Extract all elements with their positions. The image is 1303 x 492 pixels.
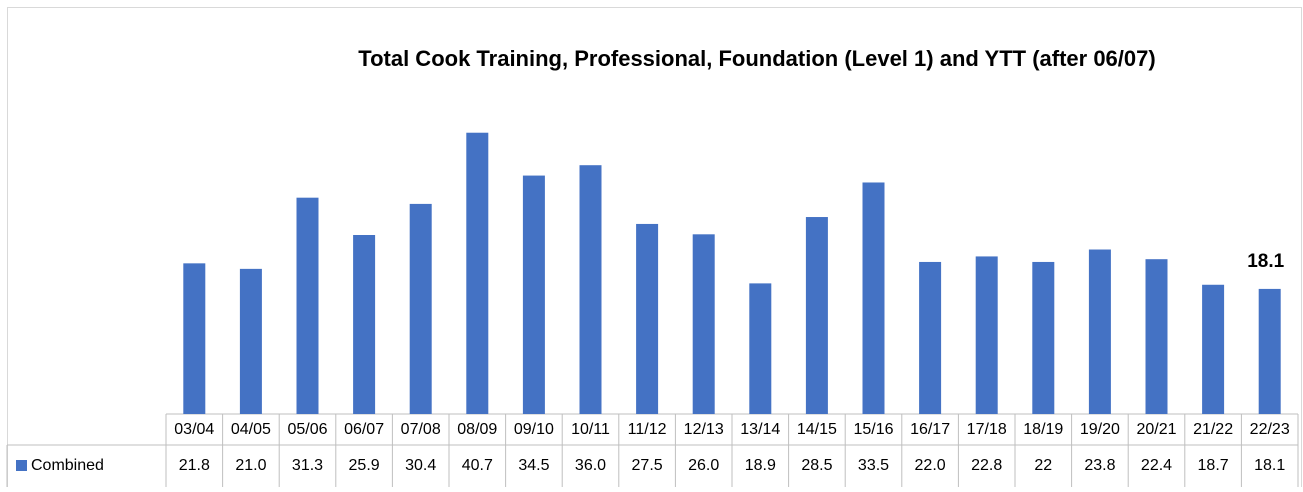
table-value: 28.5: [801, 457, 832, 474]
bar: [975, 256, 998, 414]
bar: [1258, 288, 1281, 414]
x-tick-label: 22/23: [1250, 421, 1290, 438]
table-value: 21.8: [179, 457, 210, 474]
x-tick-label: 21/22: [1193, 421, 1233, 438]
x-tick-label: 17/18: [967, 421, 1007, 438]
legend-label: Combined: [31, 457, 104, 474]
table-value: 18.1: [1254, 457, 1285, 474]
table-value: 27.5: [632, 457, 663, 474]
table-value: 22.8: [971, 457, 1002, 474]
x-tick-label: 04/05: [231, 421, 271, 438]
bar: [296, 197, 319, 414]
x-tick-label: 19/20: [1080, 421, 1120, 438]
x-tick-label: 10/11: [571, 421, 610, 438]
legend-swatch: [16, 460, 27, 471]
table-value: 31.3: [292, 457, 323, 474]
x-tick-label: 06/07: [344, 421, 384, 438]
table-value: 18.7: [1198, 457, 1229, 474]
bar: [409, 203, 432, 414]
data-label: 18.1: [1247, 251, 1284, 272]
bar: [805, 217, 828, 414]
table-value: 34.5: [518, 457, 549, 474]
x-tick-label: 14/15: [797, 421, 837, 438]
x-tick-label: 20/21: [1136, 421, 1176, 438]
bar: [692, 234, 715, 414]
bar: [1032, 261, 1055, 414]
table-value: 36.0: [575, 457, 606, 474]
x-tick-label: 13/14: [740, 421, 780, 438]
bar: [353, 235, 376, 414]
table-value: 21.0: [235, 457, 266, 474]
bar: [466, 132, 489, 414]
bar: [1088, 249, 1111, 414]
bar: [579, 165, 602, 414]
bar: [522, 175, 545, 414]
table-value: 22.0: [915, 457, 946, 474]
x-tick-label: 07/08: [401, 421, 441, 438]
bar: [636, 223, 659, 414]
x-tick-label: 05/06: [287, 421, 327, 438]
x-tick-label: 16/17: [910, 421, 950, 438]
x-tick-label: 18/19: [1023, 421, 1063, 438]
bar: [919, 261, 942, 414]
x-tick-label: 11/12: [628, 421, 667, 438]
table-value: 33.5: [858, 457, 889, 474]
table-value: 22: [1034, 457, 1052, 474]
bar: [749, 283, 772, 414]
table-value: 30.4: [405, 457, 436, 474]
x-tick-label: 08/09: [457, 421, 497, 438]
chart-title: Total Cook Training, Professional, Found…: [358, 46, 1155, 71]
bar: [183, 263, 206, 414]
bar: [1202, 284, 1225, 414]
table-value: 18.9: [745, 457, 776, 474]
x-tick-label: 03/04: [174, 421, 214, 438]
table-value: 23.8: [1084, 457, 1115, 474]
table-value: 25.9: [349, 457, 380, 474]
table-value: 26.0: [688, 457, 719, 474]
bar: [862, 182, 885, 414]
x-tick-label: 09/10: [514, 421, 554, 438]
x-tick-label: 12/13: [684, 421, 724, 438]
bar: [239, 268, 262, 414]
x-tick-label: 15/16: [853, 421, 893, 438]
table-value: 40.7: [462, 457, 493, 474]
bar: [1145, 259, 1168, 414]
table-value: 22.4: [1141, 457, 1172, 474]
